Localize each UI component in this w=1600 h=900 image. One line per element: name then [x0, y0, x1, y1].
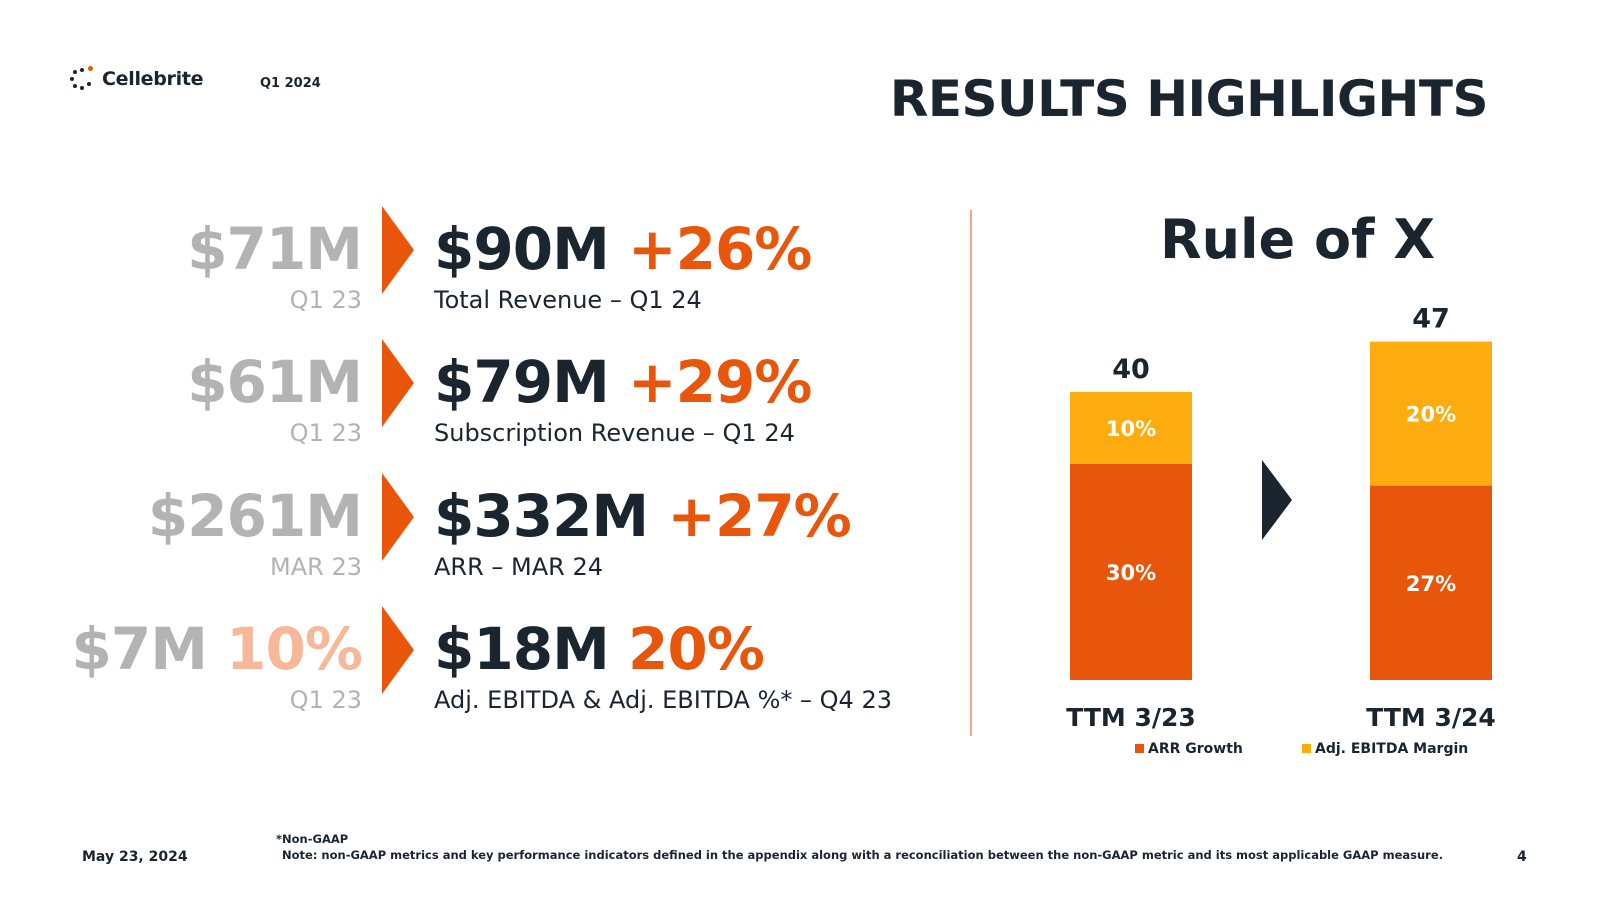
bar-segment-adj-ebitda-margin [1070, 392, 1192, 464]
x-tick-label: TTM 3/24 [1366, 703, 1496, 732]
disclaimer-note: Note: non-GAAP metrics and key performan… [282, 848, 1444, 863]
prior-value: $61M [187, 348, 363, 416]
arrow-right-icon [1262, 460, 1292, 540]
data-label: 10% [1106, 417, 1156, 441]
prior-period: $71M Q1 23 [187, 215, 363, 314]
data-label: 27% [1406, 572, 1456, 596]
metric-label: Subscription Revenue – Q1 24 [434, 419, 795, 447]
footnote: *Non-GAAP Note: non-GAAP metrics and key… [276, 831, 1443, 863]
brand-name: Cellebrite [102, 68, 204, 90]
section-divider [970, 210, 972, 736]
growth-rate: +29% [628, 348, 812, 416]
data-label: 20% [1406, 403, 1456, 427]
prior-label: Q1 23 [289, 286, 362, 314]
current-value: $18M 20% [434, 615, 765, 683]
bar-total-label: 40 [1112, 354, 1150, 385]
prior-period: $261M MAR 23 [147, 482, 363, 581]
metric-row-arr: $261M MAR 23 $332M +27% ARR – MAR 24 [0, 473, 950, 603]
cellebrite-logo-icon [68, 66, 94, 92]
prior-value: $71M [187, 215, 363, 283]
x-tick-label: TTM 3/23 [1066, 703, 1196, 732]
growth-rate: +27% [667, 482, 851, 550]
chevron-right-icon [382, 206, 414, 294]
data-label: 30% [1106, 561, 1156, 585]
page-title: RESULTS HIGHLIGHTS [889, 70, 1489, 128]
current-value: $90M +26% [434, 215, 812, 283]
current-period: $90M +26% Total Revenue – Q1 24 [434, 215, 812, 314]
bar-total-label: 47 [1412, 304, 1450, 335]
prior-label: Q1 23 [289, 686, 362, 714]
bar-segment-adj-ebitda-margin [1370, 341, 1492, 486]
metric-label: Adj. EBITDA & Adj. EBITDA %* – Q4 23 [434, 686, 892, 714]
metric-row-adj-ebitda: $7M 10% Q1 23 $18M 20% Adj. EBITDA & Adj… [0, 606, 950, 736]
prior-period: $7M 10% Q1 23 [71, 615, 363, 714]
legend-swatch [1302, 744, 1311, 753]
bar-segment-arr-growth [1370, 485, 1492, 680]
current-value: $332M +27% [434, 482, 852, 550]
ebitda-margin: 20% [628, 615, 765, 683]
chevron-right-icon [382, 606, 414, 694]
chevron-right-icon [382, 473, 414, 561]
prior-value: $261M [147, 482, 363, 550]
prior-value: $7M 10% [71, 615, 363, 683]
bar-segment-arr-growth [1070, 464, 1192, 680]
page-number: 4 [1517, 849, 1527, 865]
legend-swatch [1135, 744, 1144, 753]
metric-label: ARR – MAR 24 [434, 553, 603, 581]
current-value: $79M +29% [434, 348, 812, 416]
chevron-right-icon [382, 339, 414, 427]
brand-logo: Cellebrite [68, 66, 204, 92]
current-period: $332M +27% ARR – MAR 24 [434, 482, 852, 581]
prior-label: Q1 23 [289, 419, 362, 447]
prior-label: MAR 23 [270, 553, 362, 581]
metric-label: Total Revenue – Q1 24 [434, 286, 702, 314]
presentation-date: May 23, 2024 [82, 849, 188, 865]
rule-of-x-chart: 30% 10% 40 TTM 3/23 27% 20% 47 TTM 3/24 ARR Grow… [1066, 304, 1496, 757]
growth-rate: +26% [628, 215, 812, 283]
legend-label: Adj. EBITDA Margin [1315, 741, 1468, 757]
chart-title: Rule of X [1160, 208, 1435, 271]
current-period: $18M 20% Adj. EBITDA & Adj. EBITDA %* – … [434, 620, 892, 712]
metric-row-subscription-revenue: $61M Q1 23 $79M +29% Subscription Revenu… [0, 339, 950, 469]
non-gaap-note: *Non-GAAP [276, 832, 349, 846]
prior-period: $61M Q1 23 [187, 348, 363, 447]
legend-label: ARR Growth [1148, 741, 1243, 757]
metric-row-total-revenue: $71M Q1 23 $90M +26% Total Revenue – Q1 … [0, 206, 950, 336]
current-period: $79M +29% Subscription Revenue – Q1 24 [434, 348, 812, 447]
prior-margin: 10% [226, 615, 363, 683]
report-period: Q1 2024 [260, 76, 321, 91]
